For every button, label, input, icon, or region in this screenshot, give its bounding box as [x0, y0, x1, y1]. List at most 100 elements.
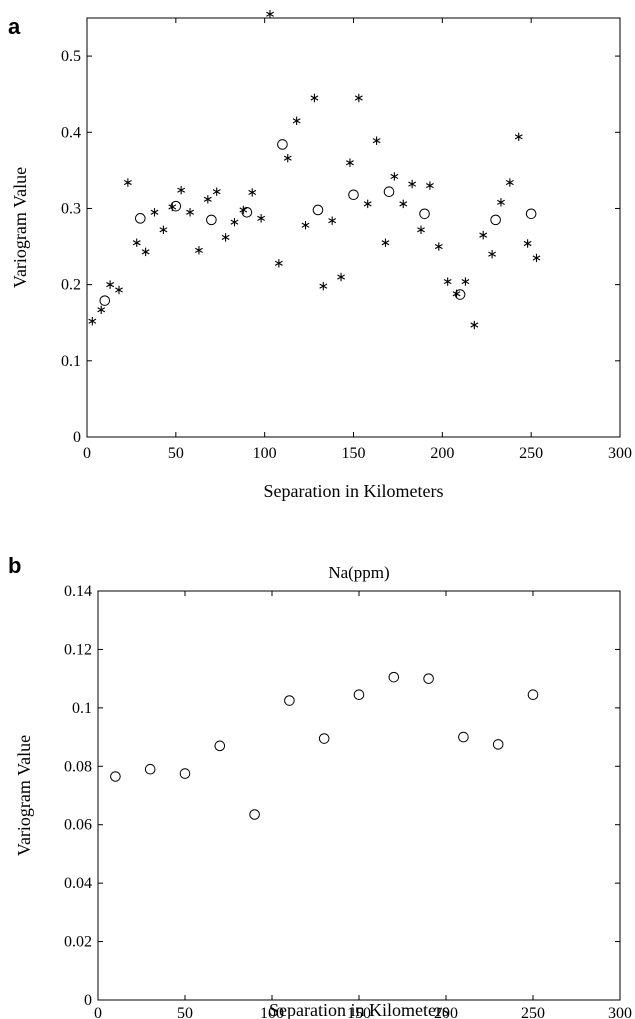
data-point-asterisk: [399, 199, 408, 209]
y-tick-label: 0.4: [61, 124, 81, 141]
data-point-circle: [492, 739, 504, 750]
x-tick-label: 0: [94, 1005, 102, 1019]
data-point-circle: [170, 200, 182, 212]
data-point-asterisk: [372, 136, 381, 145]
data-point-circle: [454, 289, 466, 300]
data-point-asterisk: [150, 208, 159, 217]
data-point-asterisk: [195, 246, 203, 255]
x-tick-label: 0: [83, 445, 91, 462]
y-tick-label: 0.02: [64, 934, 92, 951]
data-point-asterisk: [381, 238, 390, 247]
data-point-asterisk: [425, 181, 434, 190]
data-point-asterisk: [328, 216, 337, 225]
data-point-circle: [206, 214, 217, 226]
data-point-asterisk: [186, 208, 194, 217]
x-tick-label: 100: [253, 445, 277, 462]
data-point-asterisk: [230, 217, 239, 227]
data-point-circle: [490, 214, 501, 226]
x-tick-label: 300: [608, 1005, 632, 1019]
data-point-circle: [525, 208, 537, 220]
data-point-circle: [284, 695, 295, 706]
chart-title: Na(ppm): [328, 563, 389, 582]
data-point-asterisk: [434, 242, 443, 251]
data-point-circle: [388, 671, 400, 683]
y-tick-label: 0.2: [61, 277, 81, 294]
data-point-asterisk: [239, 205, 248, 215]
data-point-asterisk: [123, 178, 132, 187]
y-tick-label: 0: [73, 429, 81, 446]
data-point-circle: [110, 771, 121, 782]
data-point-asterisk: [505, 178, 514, 187]
data-point-asterisk: [461, 277, 470, 286]
panel-letter: a: [8, 14, 21, 39]
data-point-circle: [423, 673, 434, 684]
data-point-asterisk: [221, 233, 230, 242]
y-tick-label: 0.04: [64, 875, 92, 892]
y-axis-label: Variogram Value: [14, 735, 34, 856]
data-point-asterisk: [283, 153, 292, 163]
data-point-circle: [312, 204, 324, 216]
y-tick-label: 0.14: [64, 583, 92, 600]
data-point-asterisk: [443, 277, 452, 286]
data-point-asterisk: [301, 221, 310, 230]
data-point-circle: [348, 189, 359, 201]
y-tick-label: 0.1: [72, 700, 92, 717]
x-tick-label: 250: [521, 1005, 545, 1019]
data-point-circle: [277, 139, 288, 150]
data-point-asterisk: [488, 249, 497, 259]
data-point-asterisk: [390, 172, 399, 181]
x-tick-label: 50: [177, 1005, 193, 1019]
y-tick-label: 0: [84, 992, 92, 1009]
x-tick-label: 150: [347, 1005, 371, 1019]
data-point-asterisk: [310, 93, 319, 103]
data-point-asterisk: [497, 198, 505, 207]
data-point-asterisk: [319, 281, 328, 291]
data-point-asterisk: [532, 253, 541, 263]
data-point-asterisk: [470, 320, 479, 330]
data-point-circle: [135, 213, 146, 224]
data-point-circle: [458, 731, 469, 743]
data-point-asterisk: [514, 132, 523, 142]
y-axis-label: Variogram Value: [10, 167, 30, 288]
data-point-circle: [241, 206, 253, 218]
data-point-asterisk: [354, 93, 363, 103]
data-point-asterisk: [177, 185, 186, 195]
x-tick-label: 100: [260, 1005, 284, 1019]
data-point-circle: [419, 208, 430, 220]
x-axis-label: Separation in Kilometers: [264, 481, 444, 501]
data-point-asterisk: [88, 317, 97, 326]
y-tick-label: 0.08: [64, 758, 92, 775]
data-point-asterisk: [408, 179, 417, 189]
x-tick-label: 300: [608, 445, 632, 462]
x-tick-label: 250: [519, 445, 543, 462]
plot-frame: [86, 17, 621, 438]
data-point-circle: [353, 689, 365, 701]
plot-frame: [97, 590, 621, 1001]
data-point-asterisk: [337, 272, 345, 282]
data-point-asterisk: [417, 225, 425, 234]
y-tick-label: 0.06: [64, 817, 92, 834]
data-point-asterisk: [523, 239, 532, 248]
data-point-asterisk: [248, 188, 257, 197]
data-point-asterisk: [132, 238, 141, 247]
x-tick-label: 200: [430, 445, 454, 462]
data-point-asterisk: [141, 247, 150, 257]
data-point-asterisk: [274, 259, 283, 268]
data-point-asterisk: [479, 230, 488, 240]
panel-b: b Na(ppm) 0 50 100 150 200 250 300 0 0.02 0.04 0.06 0…: [8, 553, 632, 1019]
data-point-asterisk: [97, 305, 106, 314]
data-point-circle: [179, 768, 191, 779]
data-point-asterisk: [212, 187, 221, 196]
data-point-circle: [249, 809, 260, 820]
data-point-asterisk: [346, 158, 354, 167]
x-axis-label: Separation in Kilometers: [269, 1000, 449, 1019]
x-tick-label: 50: [168, 445, 184, 462]
y-tick-label: 0.1: [61, 353, 81, 370]
x-tick-label: 150: [342, 445, 366, 462]
panel-letter: b: [8, 553, 21, 578]
x-tick-label: 200: [434, 1005, 458, 1019]
panel-a: a 0 50 100 150 200 250 300 0 0.1 0.2 0.3 0.4 0.5 Separ…: [8, 9, 632, 501]
data-point-asterisk: [266, 9, 274, 19]
data-point-circle: [318, 733, 330, 744]
